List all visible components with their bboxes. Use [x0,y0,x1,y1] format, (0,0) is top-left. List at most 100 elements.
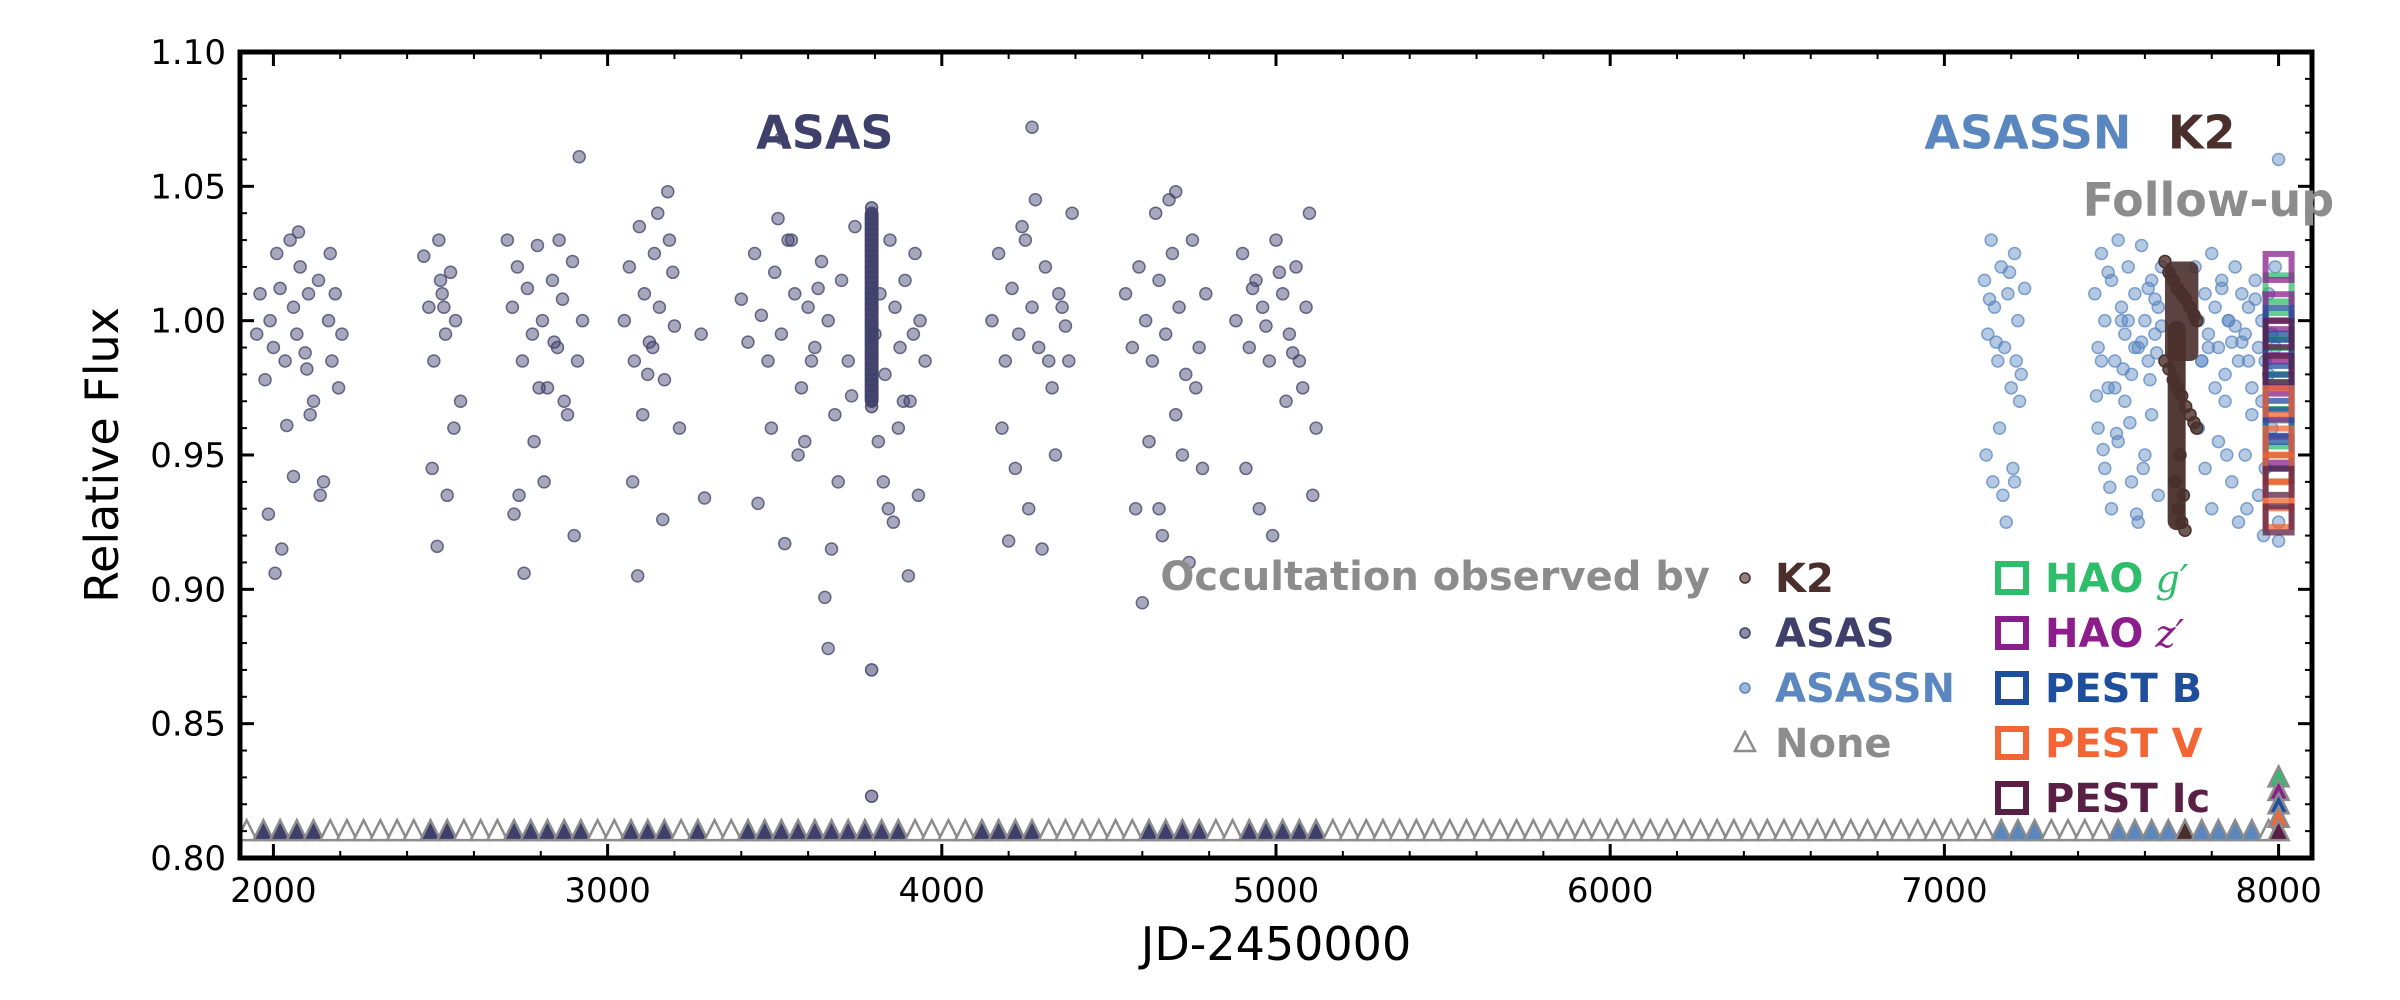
y-tick-label: 1.10 [150,33,226,73]
x-tick-label: 7000 [1901,871,1988,911]
y-tick-label: 0.85 [150,705,226,745]
occultation-triangle [1738,817,1763,842]
asas-point [625,475,640,489]
asas-point [298,346,312,360]
asas-point [808,340,822,355]
asas-point [301,287,316,301]
asas-point [630,569,645,583]
annotation-label: ASAS [756,106,893,160]
asassn-point [2271,152,2286,167]
asas-point [876,475,891,489]
asas-point [422,300,436,314]
asas-point [1239,461,1253,476]
asas-point [811,281,825,296]
asassn-point [2208,381,2222,395]
asassn-point [2138,313,2152,328]
pest-b-square [2262,336,2295,369]
asas-point [438,327,453,341]
occultation-triangle [284,817,309,842]
asas-point [1125,340,1140,355]
asassn-point [2235,287,2249,301]
asas-point [1052,287,1066,301]
asas-point [1132,260,1146,274]
x-tick-label: 3000 [564,871,651,911]
occultation-triangle [2189,817,2214,842]
asas-point [913,313,927,328]
asassn-point [2151,300,2166,314]
asas-point [1152,273,1166,288]
x-tick-label: 2000 [230,871,317,911]
occultation-triangle [1187,817,1212,842]
asas-point [828,407,842,422]
occultation-triangle [1588,817,1613,842]
pest-ic-square [2262,353,2295,386]
occultation-triangle [1337,817,1362,842]
asassn-point [2011,313,2025,328]
asas-point [761,354,775,368]
asas-point [510,260,525,274]
y-tick-label: 0.90 [150,570,226,610]
occultation-triangle [2106,817,2131,842]
asas-point [321,313,336,328]
asas-point [844,389,859,403]
legend-label: None [1775,721,1892,767]
occultation-triangle [1387,817,1412,842]
asas-point [1142,434,1156,449]
asassn-point [2245,381,2259,395]
asas-point [545,273,560,288]
occultation-triangle [468,817,493,842]
asas-point [500,233,515,247]
occultation-triangle [1855,817,1880,842]
asassn-point [2101,265,2115,280]
asas-point [774,131,789,145]
asas-point [557,394,571,409]
occultation-triangle [2139,817,2164,842]
asas-point [1295,381,1310,395]
legend-label: ASAS [1775,611,1895,657]
asas-point [747,246,762,261]
plot-frame [237,49,2315,861]
asas-point [443,265,458,280]
occultation-triangle [1086,817,1111,842]
asas-point [1289,260,1303,274]
asas-point [781,233,795,247]
asas-point [1272,265,1287,280]
occultation-triangle [1504,817,1529,842]
occultation-triangle [368,817,393,842]
occultation-triangle [1771,817,1796,842]
asas-point [881,501,896,516]
asas-point [1028,193,1043,207]
asas-point [841,354,855,368]
asas-point [666,265,680,280]
asas-point [622,260,637,274]
occultation-triangle [1654,817,1680,842]
asas-point [814,254,829,269]
asas-point [520,281,535,296]
asas-point [300,362,314,376]
asas-point [995,421,1009,435]
occultation-triangle [1705,817,1730,842]
x-tick-label: 4000 [899,871,986,911]
asas-point [1158,327,1173,341]
occultation-triangle [953,817,978,842]
occultation-triangle [1270,817,1295,842]
follow-up-triangle [2266,817,2291,842]
occultation-triangle [1822,817,1847,842]
asas-point [1168,184,1183,199]
occultation-triangle [1905,817,1930,842]
asas-point [985,313,999,328]
asas-point [1259,319,1273,333]
occultation-triangle [318,817,343,842]
asassn-point [1984,233,1998,247]
asas-point [293,260,307,274]
asas-point [650,206,665,220]
asas-point [1148,206,1163,220]
occultation-triangle [251,817,276,842]
occultation-triangle [635,817,660,842]
occultation-triangle [1805,817,1830,842]
asassn-point [1989,335,2003,349]
asas-point [331,381,346,395]
asas-point [798,434,812,449]
asas-point [893,340,907,355]
asassn-point [2215,281,2229,296]
